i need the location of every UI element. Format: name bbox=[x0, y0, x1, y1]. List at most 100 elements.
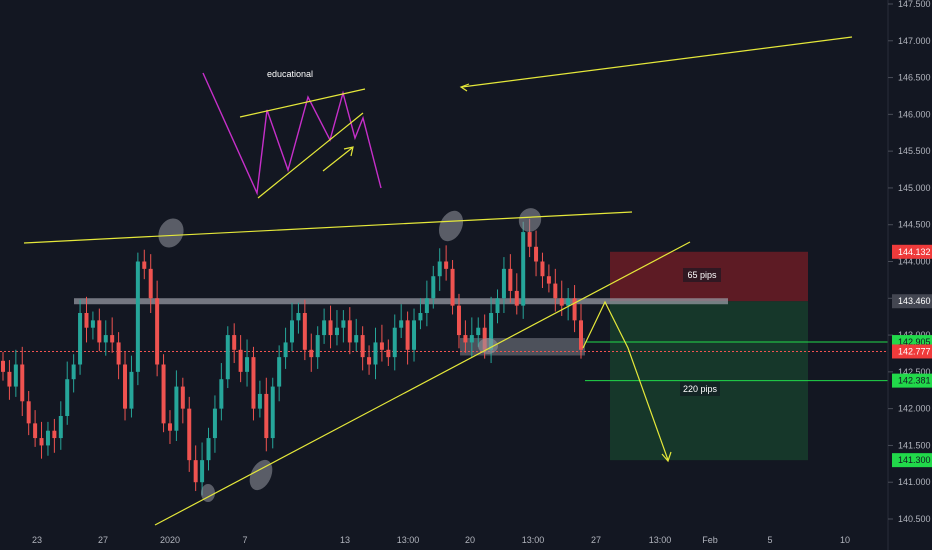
candle-body bbox=[84, 313, 89, 328]
candle-body bbox=[546, 276, 551, 284]
risk-label-group: 65 pips bbox=[683, 268, 721, 282]
price-tag-level bbox=[892, 294, 932, 309]
pattern-label: educational bbox=[267, 69, 313, 79]
candle-body bbox=[476, 327, 481, 336]
time-tick-label: 10 bbox=[840, 535, 850, 545]
time-tick-label: 20 bbox=[465, 535, 475, 545]
price-tag-label: 141.300 bbox=[898, 455, 931, 465]
candle-body bbox=[456, 305, 461, 336]
candle-body bbox=[309, 349, 314, 358]
candle-body bbox=[302, 313, 307, 350]
price-tag-label: 142.777 bbox=[898, 346, 931, 356]
time-tick-label: 13:00 bbox=[397, 535, 420, 545]
candle-body bbox=[501, 268, 506, 299]
price-tag-last bbox=[892, 344, 932, 359]
candle-body bbox=[187, 408, 192, 461]
candle-body bbox=[373, 342, 378, 365]
candle-body bbox=[20, 364, 25, 402]
candle-body bbox=[71, 364, 76, 380]
candle-body bbox=[219, 379, 224, 409]
candle-body bbox=[264, 393, 269, 439]
arrow-icon bbox=[343, 146, 354, 157]
long-trendline[interactable] bbox=[461, 36, 853, 88]
candle-body bbox=[123, 364, 128, 409]
candle-body bbox=[315, 335, 320, 358]
candle-body bbox=[251, 357, 256, 409]
time-axis[interactable]: 23 27 2020 7 13 13:00 20 13:00 27 13:00 Feb 5 10 bbox=[32, 535, 850, 545]
candle-body bbox=[463, 335, 468, 343]
price-tick-label: 141.500 bbox=[898, 440, 931, 450]
candle-body bbox=[65, 379, 70, 416]
candle-body bbox=[193, 460, 198, 483]
candle-body bbox=[322, 320, 327, 336]
candle-body bbox=[431, 276, 436, 299]
candle-body bbox=[521, 232, 526, 306]
ellipse-highlight-icon[interactable] bbox=[201, 484, 215, 502]
candle-body bbox=[245, 357, 250, 372]
candle-body bbox=[167, 423, 172, 431]
arrow-icon bbox=[459, 83, 470, 92]
price-tag-stop bbox=[892, 244, 932, 259]
candle-body bbox=[367, 357, 372, 365]
price-tick-label: 140.500 bbox=[898, 514, 931, 524]
pattern-lower-line bbox=[257, 112, 364, 199]
price-tick-label: 142.500 bbox=[898, 367, 931, 377]
candle-body bbox=[489, 313, 494, 350]
swing-highlights bbox=[154, 204, 545, 502]
candle-body bbox=[514, 290, 519, 306]
time-tick-label: 13:00 bbox=[522, 535, 545, 545]
time-tick-label: 7 bbox=[242, 535, 247, 545]
reward-label: 220 pips bbox=[683, 384, 718, 394]
candle-body bbox=[290, 320, 294, 343]
candle-body bbox=[148, 268, 153, 299]
upper-trendline[interactable] bbox=[23, 211, 633, 244]
price-tick-label: 146.000 bbox=[898, 109, 931, 119]
candle-body bbox=[90, 320, 95, 328]
candle-body bbox=[238, 349, 243, 372]
candle-body bbox=[174, 386, 179, 431]
candle-body bbox=[553, 283, 558, 299]
price-tag-label: 142.905 bbox=[898, 337, 931, 347]
time-tick-label: 5 bbox=[767, 535, 772, 545]
candle-body bbox=[129, 371, 134, 409]
time-tick-label: 2020 bbox=[160, 535, 180, 545]
candle-body bbox=[559, 298, 564, 306]
projection-path[interactable] bbox=[582, 300, 669, 461]
candle-body bbox=[161, 364, 166, 424]
ellipse-highlight-icon[interactable] bbox=[245, 456, 277, 493]
ellipse-highlight-icon[interactable] bbox=[478, 338, 498, 354]
candle-body bbox=[200, 460, 205, 483]
arrow-icon bbox=[661, 451, 672, 463]
time-tick-label: 13 bbox=[340, 535, 350, 545]
price-tick-label: 146.500 bbox=[898, 73, 931, 83]
candle-body bbox=[58, 416, 63, 439]
candle-body bbox=[225, 335, 230, 380]
candle-body bbox=[1, 360, 5, 372]
ellipse-highlight-icon[interactable] bbox=[154, 214, 188, 251]
resistance-band[interactable] bbox=[74, 298, 728, 305]
candle-body bbox=[33, 423, 38, 439]
candle-body bbox=[116, 342, 121, 365]
trendlines bbox=[23, 36, 853, 526]
educational-pattern[interactable]: educational bbox=[202, 69, 382, 199]
candle-body bbox=[412, 320, 417, 350]
rising-support-trendline[interactable] bbox=[154, 241, 691, 526]
candle-body bbox=[155, 298, 160, 365]
candle-body bbox=[392, 327, 397, 358]
candle-body bbox=[103, 335, 108, 343]
candle-body bbox=[572, 298, 577, 321]
candle-body bbox=[277, 357, 282, 387]
candle-body bbox=[579, 320, 583, 350]
candle-body bbox=[405, 320, 410, 350]
candle-body bbox=[328, 320, 333, 336]
candle-body bbox=[334, 327, 339, 336]
time-tick-label: 27 bbox=[591, 535, 601, 545]
ellipse-highlight-icon[interactable] bbox=[515, 204, 545, 235]
ellipse-highlight-icon[interactable] bbox=[434, 207, 467, 245]
price-tag-target1 bbox=[892, 373, 932, 388]
candle-body bbox=[212, 408, 217, 439]
price-tick-label: 145.500 bbox=[898, 146, 931, 156]
